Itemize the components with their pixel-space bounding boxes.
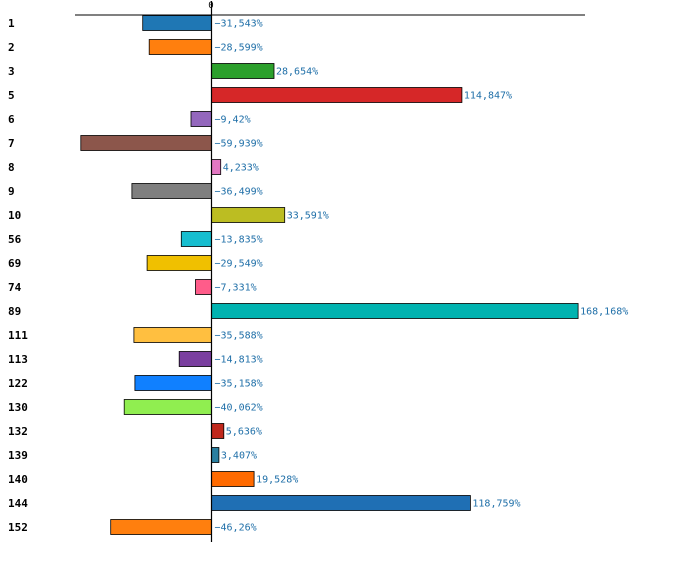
bar-122 (134, 375, 212, 391)
value-label-89: 168,168% (580, 307, 628, 318)
value-label-7: −59,939% (215, 139, 263, 150)
category-label-139: 139 (8, 449, 28, 462)
category-label-113: 113 (8, 353, 28, 366)
bar-2 (148, 39, 212, 55)
value-label-140: 19,528% (256, 475, 298, 486)
category-label-69: 69 (8, 257, 21, 270)
value-label-152: −46,26% (215, 523, 257, 534)
bar-8 (211, 159, 222, 175)
category-label-144: 144 (8, 497, 28, 510)
bar-152 (110, 519, 212, 535)
category-label-122: 122 (8, 377, 28, 390)
category-label-89: 89 (8, 305, 21, 318)
value-label-1: −31,543% (215, 19, 263, 30)
category-label-74: 74 (8, 281, 22, 294)
category-label-152: 152 (8, 521, 28, 534)
value-label-10: 33,591% (287, 211, 329, 222)
value-label-132: 5,636% (226, 427, 262, 438)
category-label-56: 56 (8, 233, 22, 246)
value-label-2: −28,599% (215, 43, 263, 54)
category-label-5: 5 (8, 89, 15, 102)
bar-10 (211, 207, 286, 223)
value-label-122: −35,158% (215, 379, 263, 390)
category-label-6: 6 (8, 113, 15, 126)
value-label-6: −9,42% (215, 115, 251, 126)
category-label-130: 130 (8, 401, 28, 414)
bar-3 (211, 63, 275, 79)
bar-140 (211, 471, 255, 487)
bar-130 (123, 399, 212, 415)
value-label-69: −29,549% (215, 259, 263, 270)
value-label-9: −36,499% (215, 187, 263, 198)
value-label-8: 4,233% (223, 163, 259, 174)
value-label-113: −14,813% (215, 355, 263, 366)
bar-113 (178, 351, 212, 367)
value-label-74: −7,331% (215, 283, 257, 294)
value-label-139: 3,407% (221, 451, 257, 462)
bar-89 (211, 303, 579, 319)
category-label-140: 140 (8, 473, 28, 486)
value-label-56: −13,835% (215, 235, 263, 246)
category-label-111: 111 (8, 329, 28, 342)
category-label-9: 9 (8, 185, 15, 198)
bar-5 (211, 87, 463, 103)
value-label-3: 28,654% (276, 67, 318, 78)
value-labels-group: −31,543% −28,599% 28,654% 114,847% −9,42% −59… (215, 19, 629, 534)
bar-111 (133, 327, 212, 343)
category-label-7: 7 (8, 137, 15, 150)
value-label-130: −40,062% (215, 403, 263, 414)
bar-6 (190, 111, 212, 127)
bar-69 (146, 255, 212, 271)
category-label-1: 1 (8, 17, 15, 30)
category-label-3: 3 (8, 65, 15, 78)
value-label-144: 118,759% (472, 499, 520, 510)
category-label-2: 2 (8, 41, 15, 54)
bar-139 (211, 447, 220, 463)
value-label-5: 114,847% (464, 91, 512, 102)
category-label-10: 10 (8, 209, 21, 222)
bar-9 (131, 183, 212, 199)
bar-144 (211, 495, 471, 511)
bar-132 (211, 423, 225, 439)
value-label-111: −35,588% (215, 331, 263, 342)
bar-1 (142, 15, 212, 31)
bar-74 (195, 279, 212, 295)
bar-7 (80, 135, 212, 151)
bar-56 (180, 231, 212, 247)
category-label-132: 132 (8, 425, 28, 438)
category-label-8: 8 (8, 161, 15, 174)
category-labels-group: 1235678910566974891111131221301321391401… (8, 17, 28, 534)
